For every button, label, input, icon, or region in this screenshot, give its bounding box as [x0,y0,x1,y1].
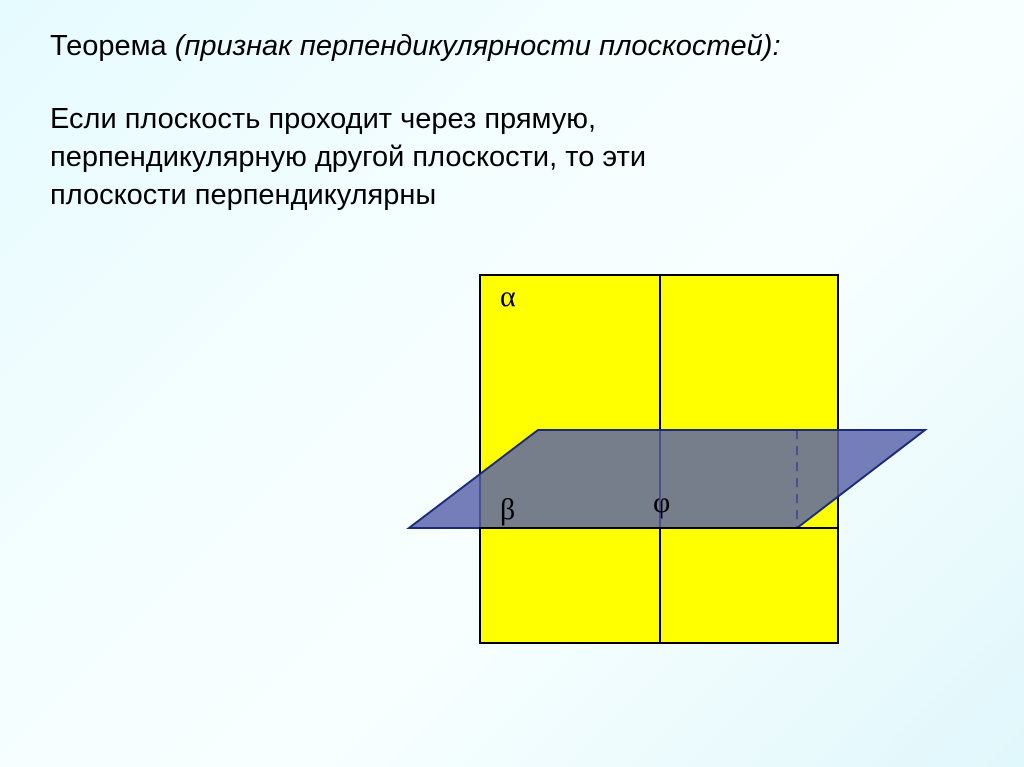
body-line-3: плоскости перпендикулярны [50,176,974,214]
label-beta: β [500,493,515,526]
title-prefix: Теорема [50,30,175,62]
hidden-edges [538,430,925,528]
plane-alpha-front-lower [480,528,838,643]
body-line-1: Если плоскость проходит через прямую, [50,100,974,138]
title-italic: (признак перпендикулярности плоскостей): [175,30,781,62]
theorem-title: Теорема (признак перпендикулярности плос… [50,28,974,66]
label-alpha: α [500,280,516,313]
label-phi: φ [653,486,670,519]
plane-beta-parallelogram [409,430,925,528]
body-line-2: перпендикулярную другой плоскости, то эт… [50,138,974,176]
slide-content: Теорема (признак перпендикулярности плос… [0,0,1024,242]
plane-alpha-rect [480,275,838,643]
